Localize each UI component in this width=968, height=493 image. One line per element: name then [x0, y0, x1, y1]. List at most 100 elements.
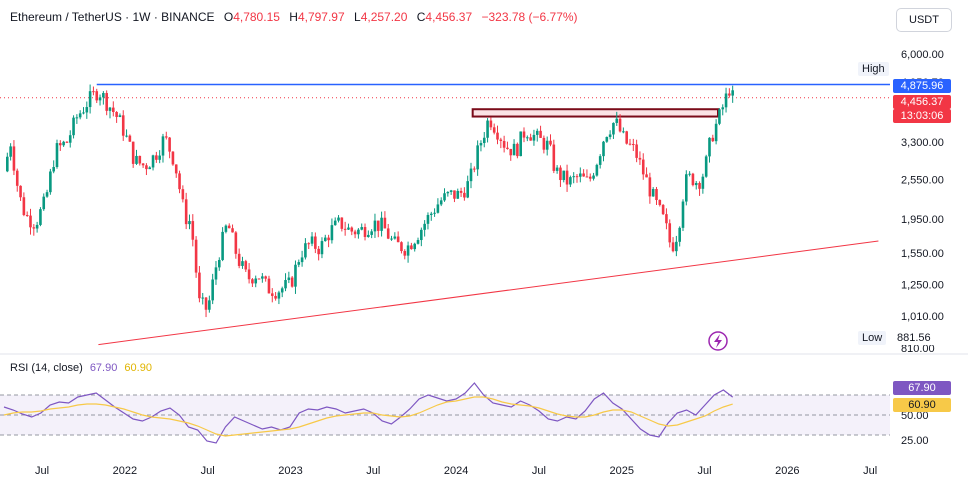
candle	[19, 185, 22, 198]
candle	[625, 131, 628, 144]
candle	[327, 237, 330, 241]
candle	[386, 228, 390, 239]
rsi-value-tag: 67.90	[893, 381, 951, 395]
candle	[15, 170, 19, 186]
price-axis-label: 1,250.00	[901, 279, 944, 291]
candle	[595, 164, 599, 176]
candle	[645, 174, 648, 178]
candle	[135, 155, 138, 164]
candle	[688, 173, 691, 175]
candle	[506, 147, 509, 149]
rsi-name[interactable]: RSI (14, close)	[10, 362, 83, 374]
rsi-axis-label: 50.00	[901, 410, 929, 422]
candle	[184, 199, 188, 225]
candle	[592, 175, 595, 179]
candle	[492, 127, 496, 133]
candle	[612, 122, 615, 135]
candle	[227, 225, 231, 229]
candle	[648, 177, 652, 197]
candle	[82, 112, 85, 114]
time-axis-label: 2026	[775, 465, 799, 477]
candle	[486, 120, 489, 138]
candle	[270, 293, 274, 296]
candle	[453, 190, 456, 199]
candle	[131, 141, 135, 164]
candle	[526, 137, 529, 139]
candle	[204, 297, 208, 310]
candle	[572, 176, 575, 178]
candle	[118, 115, 122, 117]
rsi-line	[3, 382, 734, 444]
candle	[310, 236, 314, 244]
candle	[194, 239, 198, 273]
candle	[174, 164, 178, 174]
candle	[436, 204, 440, 213]
time-axis-label: Jul	[863, 465, 877, 477]
candle	[704, 156, 708, 177]
candle	[542, 137, 546, 150]
candle	[323, 237, 327, 242]
candle	[539, 130, 542, 138]
candle	[65, 141, 69, 143]
candle	[552, 144, 556, 171]
candle	[287, 277, 291, 281]
symbol-title[interactable]: Ethereum / TetherUS · 1W · BINANCE	[10, 10, 215, 24]
time-axis-label: Jul	[366, 465, 380, 477]
candle	[55, 143, 59, 168]
candle	[522, 131, 526, 138]
candle	[214, 267, 218, 280]
candle	[88, 91, 92, 108]
candle	[721, 107, 725, 110]
candle	[731, 90, 734, 96]
candle	[641, 159, 645, 175]
candle	[605, 136, 609, 142]
candle	[145, 165, 148, 170]
candle	[466, 181, 470, 198]
candle	[476, 145, 479, 170]
bolt-icon	[714, 334, 722, 348]
candle	[178, 173, 181, 190]
candle	[25, 215, 29, 217]
candle	[406, 245, 410, 256]
time-axis-label: Jul	[532, 465, 546, 477]
candle	[638, 157, 642, 160]
currency-button[interactable]: USDT	[896, 8, 952, 32]
candle	[297, 262, 301, 265]
candle	[284, 280, 287, 289]
candle	[622, 131, 625, 133]
candle	[701, 176, 705, 189]
candle	[376, 220, 380, 231]
candle	[718, 109, 721, 124]
price-axis-label: 3,300.00	[901, 137, 944, 149]
candle	[678, 227, 681, 242]
time-axis-label: Jul	[697, 465, 711, 477]
candle	[29, 215, 32, 228]
candle	[168, 137, 171, 152]
high-value: 4,797.97	[297, 10, 345, 24]
candle	[400, 242, 403, 252]
candle	[655, 189, 658, 201]
candle	[562, 170, 566, 181]
open-value: 4,780.15	[233, 10, 280, 24]
rsi-header: RSI (14, close) 67.90 60.90	[10, 362, 152, 374]
candle	[330, 225, 334, 241]
candle	[383, 217, 387, 229]
candle	[181, 189, 185, 200]
candle	[307, 243, 311, 245]
candle	[9, 146, 12, 157]
candle	[390, 238, 393, 240]
candle	[509, 148, 513, 156]
change-value: −323.78 (−6.77%)	[481, 10, 578, 24]
candle	[320, 241, 324, 255]
candle	[340, 217, 344, 229]
last-price-tag: 4,456.37	[893, 95, 951, 109]
candle	[108, 107, 112, 111]
candle	[545, 140, 549, 150]
candle	[158, 155, 161, 160]
candle	[410, 245, 413, 250]
candle	[708, 137, 711, 157]
candle	[128, 135, 132, 142]
candle	[208, 300, 211, 310]
high-label: High	[858, 62, 889, 76]
candle	[393, 236, 397, 239]
